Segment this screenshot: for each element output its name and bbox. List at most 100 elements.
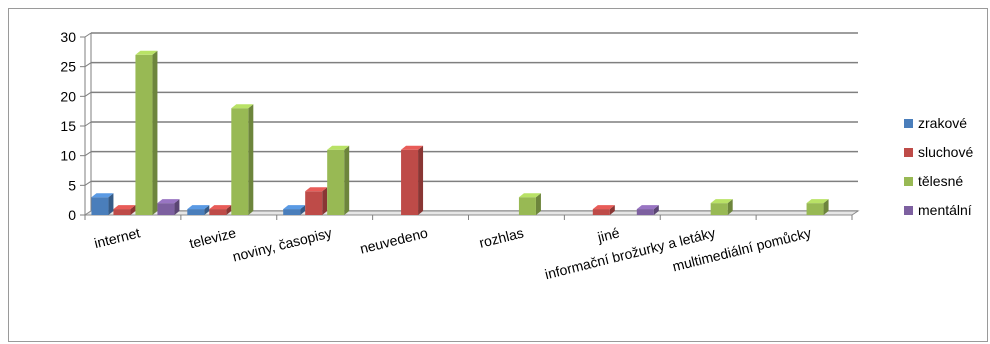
bar-tělesné-noviny, časopisy — [327, 145, 350, 215]
bar-side — [174, 199, 180, 215]
bar-side — [204, 205, 210, 215]
bar-front — [209, 209, 227, 215]
bar-top — [113, 205, 136, 210]
bar-sluchové-televize — [209, 205, 232, 215]
bar-top — [710, 199, 733, 204]
bar-top — [157, 199, 180, 204]
legend-item-zrakové: zrakové — [904, 115, 967, 131]
legend-swatch — [904, 148, 913, 157]
x-tick-label-5: jiné — [595, 224, 621, 245]
bar-top — [283, 205, 306, 210]
bar-zrakové-televize — [187, 205, 210, 215]
bar-sluchové-noviny, časopisy — [305, 187, 328, 215]
axis-layer — [80, 33, 860, 220]
bar-side — [727, 199, 733, 215]
legend-label: sluchové — [918, 144, 973, 160]
bar-side — [418, 145, 424, 215]
legend-swatch — [904, 206, 913, 215]
legend: zrakové sluchové tělesné mentální — [904, 115, 973, 218]
bar-top — [806, 199, 829, 204]
bar-side — [823, 199, 829, 215]
bar-top — [636, 205, 659, 210]
bar-sluchové-internet — [113, 205, 136, 215]
bar-tělesné-internet — [135, 50, 158, 215]
bar-front — [592, 209, 610, 215]
bar-layer — [91, 50, 829, 215]
bar-top — [91, 193, 114, 198]
bar-side — [344, 145, 350, 215]
bar-front — [283, 209, 301, 215]
y-tick-label-0: 0 — [68, 207, 76, 223]
bar-sluchové-jiné — [592, 205, 615, 215]
bar-tělesné-multimediální pomůcky — [806, 199, 829, 215]
bar-front — [135, 54, 153, 215]
bar-front — [231, 108, 249, 215]
bar-front — [305, 191, 323, 215]
bar-side — [152, 50, 158, 215]
y-tick-label-20: 20 — [60, 88, 76, 104]
bar-side — [226, 205, 232, 215]
x-tick-label-4: rozhlas — [477, 224, 525, 250]
x-tick-label-0: internet — [92, 224, 141, 251]
grid-side-10 — [84, 151, 92, 157]
chart-frame — [8, 8, 988, 342]
y-tick-label-30: 30 — [60, 29, 76, 45]
bar-front — [710, 203, 728, 215]
y-tick-label-5: 5 — [68, 177, 76, 193]
bar-front — [113, 209, 131, 215]
legend-label: tělesné — [918, 173, 963, 189]
bar-mentální-jiné — [636, 205, 659, 215]
bar-top — [135, 50, 158, 55]
x-tick-label-2: noviny, časopisy — [231, 224, 334, 264]
bar-front — [91, 197, 109, 215]
bar-top — [592, 205, 615, 210]
y-tick-label-10: 10 — [60, 148, 76, 164]
x-tick-label-1: televize — [188, 224, 238, 251]
bar-side — [535, 193, 541, 215]
legend-item-sluchové: sluchové — [904, 144, 973, 160]
bar-side — [609, 205, 615, 215]
bar-side — [653, 205, 659, 215]
bar-front — [806, 203, 824, 215]
bar-top — [209, 205, 232, 210]
bar-side — [300, 205, 306, 215]
bar-top — [231, 104, 254, 109]
legend-swatch — [904, 119, 913, 128]
bar-top — [187, 205, 210, 210]
bar-front — [401, 149, 419, 215]
grid-side-25 — [84, 62, 92, 68]
bar-tělesné-informační brožurky a letáky — [710, 199, 733, 215]
bar-zrakové-internet — [91, 193, 114, 215]
bar-tělesné-rozhlas — [518, 193, 541, 215]
bar-side — [108, 193, 114, 215]
bar-front — [187, 209, 205, 215]
bar-side — [322, 187, 328, 215]
bar-front — [327, 149, 345, 215]
bar-top — [401, 145, 424, 150]
legend-swatch — [904, 177, 913, 186]
y-tick-label-25: 25 — [60, 59, 76, 75]
bar-top — [518, 193, 541, 198]
legend-item-mentální: mentální — [904, 202, 972, 218]
legend-label: zrakové — [918, 115, 967, 131]
bar-side — [248, 104, 254, 215]
bar-front — [636, 209, 654, 215]
x-tick-label-3: neuvedeno — [358, 224, 429, 256]
legend-label: mentální — [918, 202, 972, 218]
bar-top — [305, 187, 328, 192]
bar-mentální-internet — [157, 199, 180, 215]
bar-front — [157, 203, 175, 215]
y-tick-label-15: 15 — [60, 118, 76, 134]
grid-layer — [84, 32, 858, 216]
legend-item-tělesné: tělesné — [904, 173, 963, 189]
grid-side-20 — [84, 91, 92, 97]
grid-side-30 — [84, 32, 92, 38]
bar-top — [327, 145, 350, 150]
bar-front — [518, 197, 536, 215]
bar-side — [130, 205, 136, 215]
grid-side-5 — [84, 180, 92, 186]
bar-zrakové-noviny, časopisy — [283, 205, 306, 215]
grid-side-15 — [84, 121, 92, 127]
